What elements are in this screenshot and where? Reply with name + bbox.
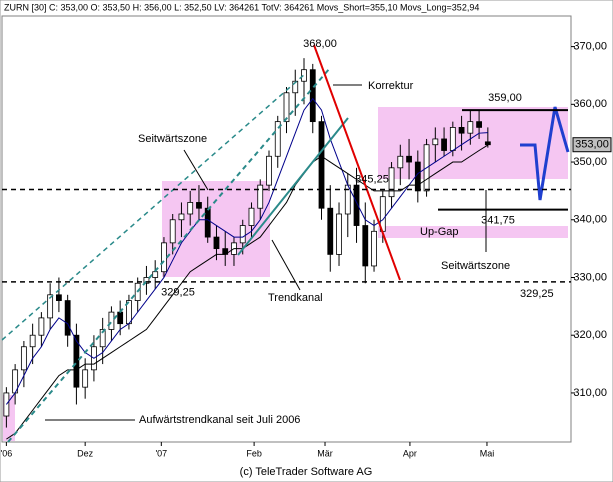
y-tick-label: 360,00 (573, 98, 607, 110)
x-tick-label: '07 (155, 448, 167, 458)
candle-body (143, 277, 150, 284)
candle-body (64, 300, 71, 336)
candle-body (117, 311, 124, 325)
trend-line (1, 73, 306, 341)
x-tick-label: '06 (1, 448, 13, 458)
x-tick-label: Mai (480, 448, 495, 458)
candle-body (187, 202, 194, 215)
annotation: Korrektur (368, 80, 414, 92)
y-tick-label: 370,00 (573, 40, 607, 52)
candle-body (213, 236, 220, 250)
candle-body (169, 219, 176, 244)
candle-body (362, 225, 369, 267)
candle-body (99, 329, 106, 348)
candle-body (56, 294, 62, 301)
candle-body (108, 311, 115, 330)
candle-body (248, 207, 255, 226)
y-tick-label: 340,00 (573, 214, 607, 226)
candle-body (309, 69, 316, 123)
y-tick-label: 320,00 (573, 329, 607, 341)
candle-body (336, 213, 342, 255)
candle-body (257, 184, 264, 209)
candle-body (239, 225, 246, 244)
candle-body (301, 69, 307, 82)
candle-body (476, 121, 482, 128)
level-label: 329,25 (161, 287, 195, 299)
marks (3, 58, 491, 440)
footer: (c) TeleTrader Software AG (240, 466, 373, 478)
candle-body (371, 230, 377, 267)
candle-body (327, 207, 334, 255)
candle-body (467, 121, 474, 134)
annotation: Trendkanal (268, 292, 323, 304)
candle-body (82, 369, 89, 388)
candle-body (283, 92, 290, 123)
correction-line (313, 44, 401, 281)
candle-body (484, 141, 491, 146)
level-label: 341,75 (481, 215, 515, 227)
candle-body (353, 184, 360, 226)
candle-body (178, 213, 185, 221)
annotation: Up-Gap (420, 226, 459, 238)
zone (378, 226, 568, 238)
candle-body (292, 80, 299, 94)
candle-body (29, 334, 36, 348)
annotation: 329,25 (520, 288, 554, 300)
candle-body (152, 271, 159, 278)
x-tick-label: Apr (403, 448, 417, 458)
peak-label: 368,00 (303, 38, 337, 50)
candle-body (397, 155, 404, 169)
candle-body (441, 138, 447, 151)
trend-line (7, 67, 331, 443)
candle-body (20, 346, 27, 371)
candle-body (204, 207, 211, 238)
candle-body (318, 121, 325, 209)
y-tick-label: 350,00 (573, 156, 607, 168)
annotation: Seitwärtszone (441, 260, 510, 272)
last-price-box (572, 137, 612, 153)
candle-body (47, 294, 54, 319)
moving-average (5, 97, 488, 405)
y-tick-label: 310,00 (573, 387, 607, 399)
pointer (271, 239, 301, 291)
candle-body (161, 242, 167, 273)
projection (520, 106, 570, 201)
candle-body (274, 121, 281, 157)
chart-title: ZURN [30] C: 353,00 O: 353,50 H: 356,00 … (4, 2, 479, 12)
moving-average (6, 144, 489, 440)
candle-body (196, 202, 202, 209)
candle-body (388, 167, 395, 198)
x-tick-label: Feb (246, 448, 262, 458)
candle-body (266, 155, 272, 186)
pointer (183, 149, 209, 191)
trend-line (237, 117, 349, 256)
x-tick-label: Dez (77, 448, 94, 458)
candle-body (406, 155, 412, 163)
level-label: 345,25 (355, 173, 389, 185)
candle-body (38, 317, 45, 336)
candle-body (458, 127, 465, 134)
y-tick-label: 330,00 (573, 271, 607, 283)
x-tick-label: Mär (317, 448, 333, 458)
candle-body (449, 127, 456, 151)
candle-body (3, 392, 10, 417)
level-label: 359,00 (488, 92, 522, 104)
annotation: Aufwärtstrendkanal seit Juli 2006 (139, 414, 300, 426)
zone (378, 107, 568, 179)
annotation: Seitwärtszone (138, 133, 207, 145)
last-price-label: 353,00 (575, 139, 609, 151)
candle-body (73, 334, 80, 388)
candle-body (432, 138, 439, 146)
